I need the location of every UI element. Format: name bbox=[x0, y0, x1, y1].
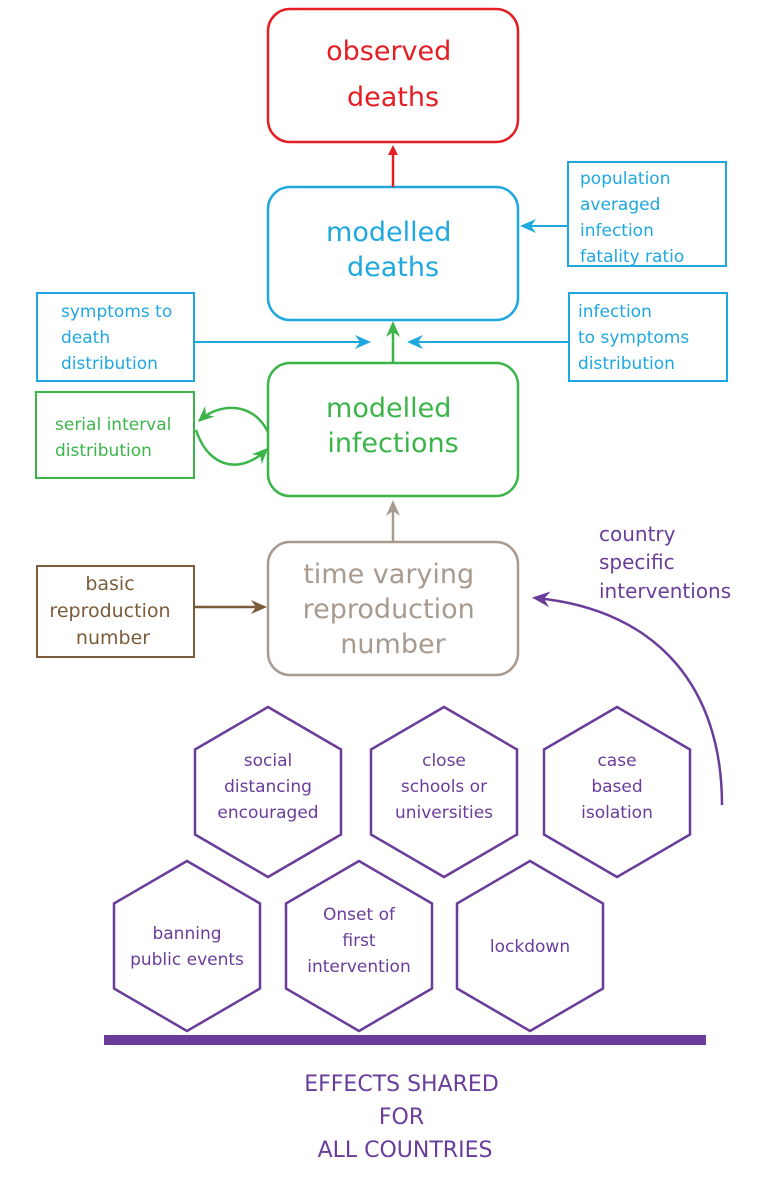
country-specific-line2: specific bbox=[599, 550, 675, 574]
hexagon-label-line: first bbox=[342, 931, 376, 951]
infection-to-symptoms-line3: distribution bbox=[578, 354, 675, 374]
arrow-serial-out bbox=[197, 406, 270, 433]
hexagon-shape bbox=[369, 705, 519, 879]
infection-to-symptoms-line2: to symptoms bbox=[578, 328, 689, 348]
basic-reproduction-line3: number bbox=[76, 627, 150, 649]
hexagon-label-line: social bbox=[244, 751, 292, 771]
basic-reproduction-box bbox=[36, 565, 195, 658]
svg-text:observed deaths: observed deaths bbox=[326, 36, 460, 113]
hexagon-case-isolation: case based isolation bbox=[542, 705, 692, 879]
serial-interval-line1: serial interval bbox=[55, 415, 171, 435]
observed-deaths-line1: observed bbox=[326, 36, 451, 67]
hexagon-label-line: case bbox=[597, 751, 636, 771]
hexagon-banning-public-events: banning public events bbox=[112, 859, 262, 1033]
hexagon-shape bbox=[455, 859, 605, 1033]
hexagon-label-line: close bbox=[422, 751, 466, 771]
svg-text:modelled infections: modelled infections bbox=[326, 393, 460, 459]
ifr-line4: fatality ratio bbox=[580, 247, 684, 267]
modelled-infections-line1: modelled bbox=[326, 393, 451, 424]
hexagon-label-line: Onset of bbox=[323, 905, 396, 925]
hexagon-onset-first-intervention: Onset of first intervention bbox=[284, 859, 434, 1033]
observed-deaths-line2: deaths bbox=[347, 82, 439, 113]
basic-reproduction-line2: reproduction bbox=[49, 600, 170, 622]
modelled-infections-line2: infections bbox=[327, 428, 458, 459]
svg-text:basic reproduction num: basic reproduction number bbox=[49, 573, 176, 649]
hexagon-label-line: based bbox=[591, 777, 642, 797]
hexagon-label-line: universities bbox=[395, 803, 493, 823]
modelled-deaths-line2: deaths bbox=[347, 252, 439, 283]
arrow-serial-in bbox=[194, 429, 269, 466]
symptoms-to-death-box bbox=[36, 292, 195, 382]
footer-line3: ALL COUNTRIES bbox=[318, 1138, 493, 1163]
country-specific-line1: country bbox=[599, 522, 676, 546]
footer-line2: FOR bbox=[379, 1105, 424, 1130]
svg-text:country specific inter: country specific interventions bbox=[599, 522, 731, 603]
hexagon-shape bbox=[193, 705, 343, 879]
symptoms-to-death-line2: death bbox=[61, 328, 110, 348]
time-varying-line3: number bbox=[340, 629, 446, 660]
ifr-line3: infection bbox=[580, 221, 654, 241]
basic-reproduction-line1: basic bbox=[85, 573, 134, 595]
svg-text:time varying reproduction: time varying reproduction number bbox=[303, 559, 484, 660]
svg-text:lockdown: lockdown bbox=[490, 937, 570, 957]
arrow-country-specific bbox=[532, 591, 724, 806]
hexagon-shape bbox=[284, 859, 434, 1033]
hexagon-close-schools: close schools or universities bbox=[369, 705, 519, 879]
svg-text:EFFECTS SHARED FOR ALL: EFFECTS SHARED FOR ALL COUNTRIES bbox=[304, 1072, 506, 1163]
serial-interval-line2: distribution bbox=[55, 441, 152, 461]
time-varying-line2: reproduction bbox=[303, 594, 475, 625]
svg-text:population averaged in: population averaged infection fatality r… bbox=[580, 169, 684, 267]
infection-to-symptoms-line1: infection bbox=[578, 302, 652, 322]
hexagon-shape bbox=[542, 705, 692, 879]
hexagon-label-line: schools or bbox=[401, 777, 487, 797]
hexagon-label-line: public events bbox=[130, 950, 244, 970]
hexagon-label-line: banning bbox=[152, 924, 221, 944]
hexagon-label-line: intervention bbox=[307, 957, 410, 977]
svg-text:modelled deaths: modelled deaths bbox=[326, 217, 460, 283]
footer-line1: EFFECTS SHARED bbox=[304, 1072, 499, 1097]
svg-text:symptoms to death dist: symptoms to death distribution bbox=[61, 302, 178, 374]
hexagon-label-line: isolation bbox=[581, 803, 653, 823]
interventions-group: social distancing encouraged close schools o… bbox=[112, 705, 692, 1033]
time-varying-line1: time varying bbox=[303, 559, 474, 590]
symptoms-to-death-line3: distribution bbox=[61, 354, 158, 374]
ifr-line1: population bbox=[580, 169, 670, 189]
svg-text:infection to symptoms: infection to symptoms distribution bbox=[578, 302, 695, 374]
infection-to-symptoms-box bbox=[568, 292, 728, 382]
hexagon-social-distancing: social distancing encouraged bbox=[193, 705, 343, 879]
observed-deaths-box bbox=[266, 7, 520, 144]
modelled-deaths-line1: modelled bbox=[326, 217, 451, 248]
hexagon-label-line: lockdown bbox=[490, 937, 570, 957]
hexagon-shape bbox=[112, 859, 262, 1033]
hexagon-lockdown: lockdown bbox=[455, 859, 605, 1033]
hexagon-label-line: encouraged bbox=[217, 803, 318, 823]
hexagon-label-line: distancing bbox=[224, 777, 312, 797]
ifr-box bbox=[567, 161, 727, 267]
ifr-line2: averaged bbox=[580, 195, 660, 215]
symptoms-to-death-line1: symptoms to bbox=[61, 302, 172, 322]
serial-interval-box bbox=[35, 391, 195, 479]
svg-text:serial interval distributi: serial interval distribution bbox=[55, 415, 177, 461]
country-specific-line3: interventions bbox=[599, 579, 731, 603]
shared-effects-bar bbox=[104, 1035, 706, 1045]
